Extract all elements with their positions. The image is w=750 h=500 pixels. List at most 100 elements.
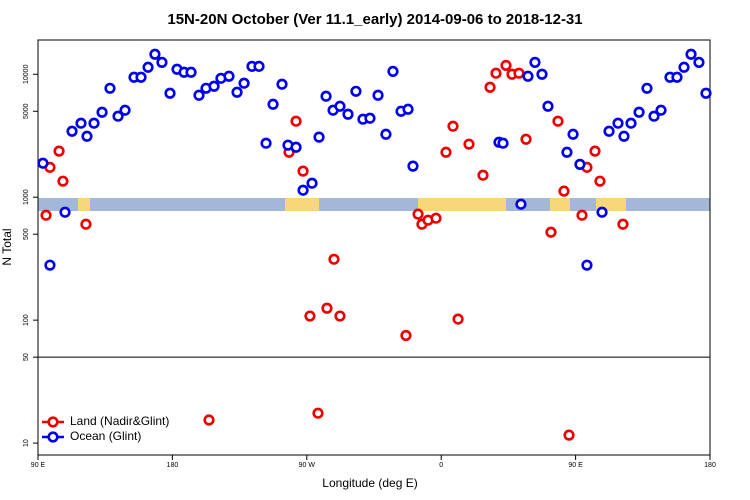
ocean-strip: [38, 198, 710, 211]
data-point: [185, 66, 197, 78]
data-point: [536, 68, 548, 80]
chart-title: 15N-20N October (Ver 11.1_early) 2014-09…: [167, 11, 582, 28]
data-point: [520, 133, 532, 145]
data-point: [208, 80, 220, 92]
data-point: [440, 146, 452, 158]
data-point: [497, 137, 509, 149]
data-point: [290, 115, 302, 127]
data-point: [75, 117, 87, 129]
x-tick-label: 180: [167, 462, 179, 469]
data-point: [400, 329, 412, 342]
data-point: [594, 175, 606, 187]
data-point: [477, 169, 489, 181]
legend-label: Land (Nadir&Glint): [70, 414, 169, 428]
data-point: [80, 218, 92, 230]
x-tick-label: 90 W: [299, 462, 316, 469]
data-point: [402, 103, 414, 115]
data-point: [342, 108, 354, 120]
data-point: [164, 87, 176, 99]
data-point: [364, 112, 376, 124]
data-point: [490, 67, 502, 79]
data-point: [678, 61, 690, 73]
legend-marker: [47, 416, 59, 428]
data-point: [81, 130, 93, 142]
data-point: [149, 48, 161, 60]
y-tick-label: 100: [23, 314, 30, 326]
data-point: [574, 158, 586, 170]
data-point: [596, 206, 608, 218]
data-point: [552, 115, 564, 127]
data-point: [66, 125, 78, 137]
data-point: [576, 209, 588, 221]
data-point: [267, 98, 279, 110]
land-map-strip: [38, 198, 710, 211]
data-point: [306, 177, 318, 189]
y-tick-label: 10000: [23, 64, 30, 84]
data-point: [40, 209, 52, 221]
x-tick-label: 90 E: [31, 462, 46, 469]
data-point: [430, 212, 442, 224]
data-point: [513, 67, 525, 79]
data-point: [88, 117, 100, 129]
data-point: [500, 59, 512, 72]
data-point: [321, 302, 333, 314]
data-point: [648, 110, 660, 122]
data-point: [380, 128, 392, 140]
data-point: [603, 125, 615, 137]
data-point: [260, 137, 272, 149]
data-point: [633, 106, 645, 118]
data-point: [320, 90, 332, 102]
data-point: [545, 226, 557, 238]
land-patch: [418, 198, 506, 211]
data-point: [581, 259, 593, 271]
data-point: [253, 60, 265, 72]
data-point: [238, 77, 250, 89]
data-point: [119, 104, 131, 116]
data-point: [567, 128, 579, 140]
data-point: [463, 138, 475, 150]
data-point: [135, 71, 147, 83]
plot-frame: [37, 39, 711, 456]
x-tick-label: 90 E: [568, 462, 583, 469]
data-point: [671, 71, 683, 83]
legend-label: Ocean (Glint): [70, 429, 141, 443]
land-patch: [550, 198, 570, 211]
data-point: [350, 85, 362, 97]
data-point: [44, 259, 56, 271]
data-point: [685, 48, 697, 60]
data-point: [53, 145, 65, 157]
data-point: [484, 81, 496, 93]
data-point: [297, 165, 309, 177]
data-point: [515, 198, 527, 210]
data-point: [96, 106, 108, 118]
y-axis-label: N Total: [0, 228, 14, 265]
data-point: [297, 184, 309, 196]
data-point: [407, 160, 419, 172]
data-point: [625, 117, 637, 129]
data-point: [142, 61, 154, 73]
x-axis-label: Longitude (deg E): [322, 476, 417, 490]
data-point: [589, 145, 601, 157]
data-point: [641, 82, 653, 94]
data-point: [304, 310, 316, 322]
y-tick-label: 1000: [23, 189, 30, 205]
data-point: [617, 218, 629, 230]
data-point: [655, 104, 667, 116]
data-point: [223, 70, 235, 82]
data-point: [231, 86, 243, 98]
data-point: [542, 100, 554, 112]
data-point: [700, 87, 712, 99]
data-point: [328, 253, 340, 265]
data-point: [59, 206, 71, 218]
x-tick-label: 0: [439, 462, 443, 469]
data-point: [387, 65, 399, 77]
data-point: [104, 82, 116, 94]
y-tick-label: 10: [23, 439, 30, 447]
data-point: [452, 313, 464, 325]
data-point: [693, 56, 705, 68]
data-point: [563, 429, 575, 441]
data-point: [612, 117, 624, 129]
data-point: [156, 56, 168, 68]
